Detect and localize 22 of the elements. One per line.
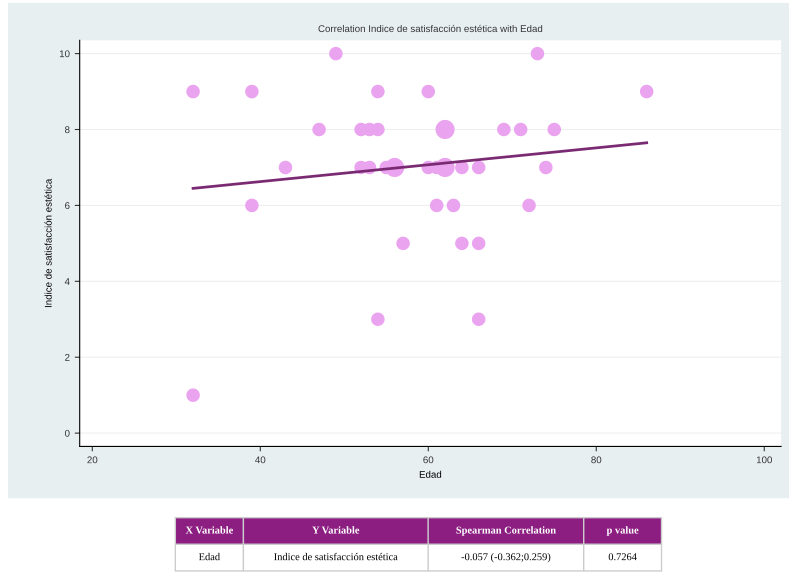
text: p value [606,526,638,536]
x-axis-title: Edad [420,470,442,478]
x-tick-label: 60 [423,456,434,464]
y-tick-label: 8 [64,126,70,134]
y-axis-title: Indice de satisfacción estética [44,178,52,308]
text: 0.7264 [608,553,637,560]
y-tick-label: 10 [60,50,70,58]
text: X Variable [186,526,233,534]
y-tick-label: 2 [65,354,70,361]
text: Y Variable [312,526,360,534]
x-tick-label: 40 [255,456,266,464]
chart-title: Correlation Indice de satisfacción estética with Edad [318,24,542,32]
text: Edad [198,552,220,560]
text: Spearman Correlation [456,526,556,536]
text: -0.057 (-0.362;0.259) [461,552,550,562]
text: Indice de satisfacción estética [274,552,398,560]
x-tick-label: 100 [756,456,772,464]
y-tick-label: 4 [64,278,70,285]
y-tick-label: 0 [64,430,70,437]
y-tick-label: 6 [65,202,70,210]
x-tick-label: 80 [591,456,602,464]
x-tick-label: 20 [87,456,98,464]
